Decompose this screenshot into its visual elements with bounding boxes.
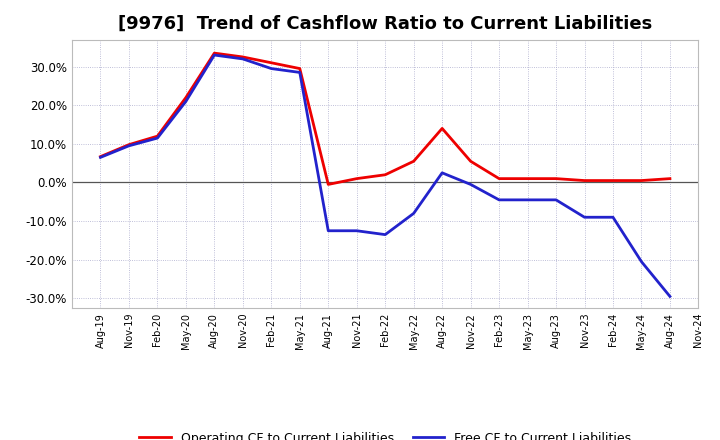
Free CF to Current Liabilities: [153, 136, 162, 141]
Operating CF to Current Liabilities: [352, 176, 361, 181]
Free CF to Current Liabilities: [467, 182, 475, 187]
Operating CF to Current Liabilities: [438, 126, 446, 131]
Free CF to Current Liabilities: [637, 259, 646, 264]
Free CF to Current Liabilities: [295, 70, 304, 75]
Operating CF to Current Liabilities: [267, 60, 276, 66]
Free CF to Current Liabilities: [438, 170, 446, 176]
Operating CF to Current Liabilities: [523, 176, 532, 181]
Operating CF to Current Liabilities: [181, 95, 190, 100]
Operating CF to Current Liabilities: [295, 66, 304, 71]
Operating CF to Current Liabilities: [410, 158, 418, 164]
Free CF to Current Liabilities: [580, 215, 589, 220]
Free CF to Current Liabilities: [608, 215, 617, 220]
Operating CF to Current Liabilities: [210, 51, 219, 56]
Legend: Operating CF to Current Liabilities, Free CF to Current Liabilities: Operating CF to Current Liabilities, Fre…: [135, 427, 636, 440]
Line: Free CF to Current Liabilities: Free CF to Current Liabilities: [101, 55, 670, 297]
Free CF to Current Liabilities: [410, 211, 418, 216]
Free CF to Current Liabilities: [238, 56, 247, 62]
Title: [9976]  Trend of Cashflow Ratio to Current Liabilities: [9976] Trend of Cashflow Ratio to Curren…: [118, 15, 652, 33]
Operating CF to Current Liabilities: [495, 176, 503, 181]
Operating CF to Current Liabilities: [580, 178, 589, 183]
Free CF to Current Liabilities: [495, 197, 503, 202]
Operating CF to Current Liabilities: [381, 172, 390, 177]
Free CF to Current Liabilities: [210, 52, 219, 58]
Free CF to Current Liabilities: [181, 99, 190, 104]
Operating CF to Current Liabilities: [608, 178, 617, 183]
Free CF to Current Liabilities: [324, 228, 333, 233]
Free CF to Current Liabilities: [96, 155, 105, 160]
Free CF to Current Liabilities: [381, 232, 390, 237]
Free CF to Current Liabilities: [267, 66, 276, 71]
Operating CF to Current Liabilities: [552, 176, 560, 181]
Free CF to Current Liabilities: [523, 197, 532, 202]
Operating CF to Current Liabilities: [96, 154, 105, 159]
Operating CF to Current Liabilities: [125, 142, 133, 147]
Operating CF to Current Liabilities: [238, 54, 247, 59]
Operating CF to Current Liabilities: [637, 178, 646, 183]
Operating CF to Current Liabilities: [153, 133, 162, 139]
Operating CF to Current Liabilities: [665, 176, 674, 181]
Free CF to Current Liabilities: [665, 294, 674, 299]
Operating CF to Current Liabilities: [467, 158, 475, 164]
Free CF to Current Liabilities: [552, 197, 560, 202]
Free CF to Current Liabilities: [125, 143, 133, 148]
Operating CF to Current Liabilities: [324, 182, 333, 187]
Free CF to Current Liabilities: [352, 228, 361, 233]
Line: Operating CF to Current Liabilities: Operating CF to Current Liabilities: [101, 53, 670, 184]
